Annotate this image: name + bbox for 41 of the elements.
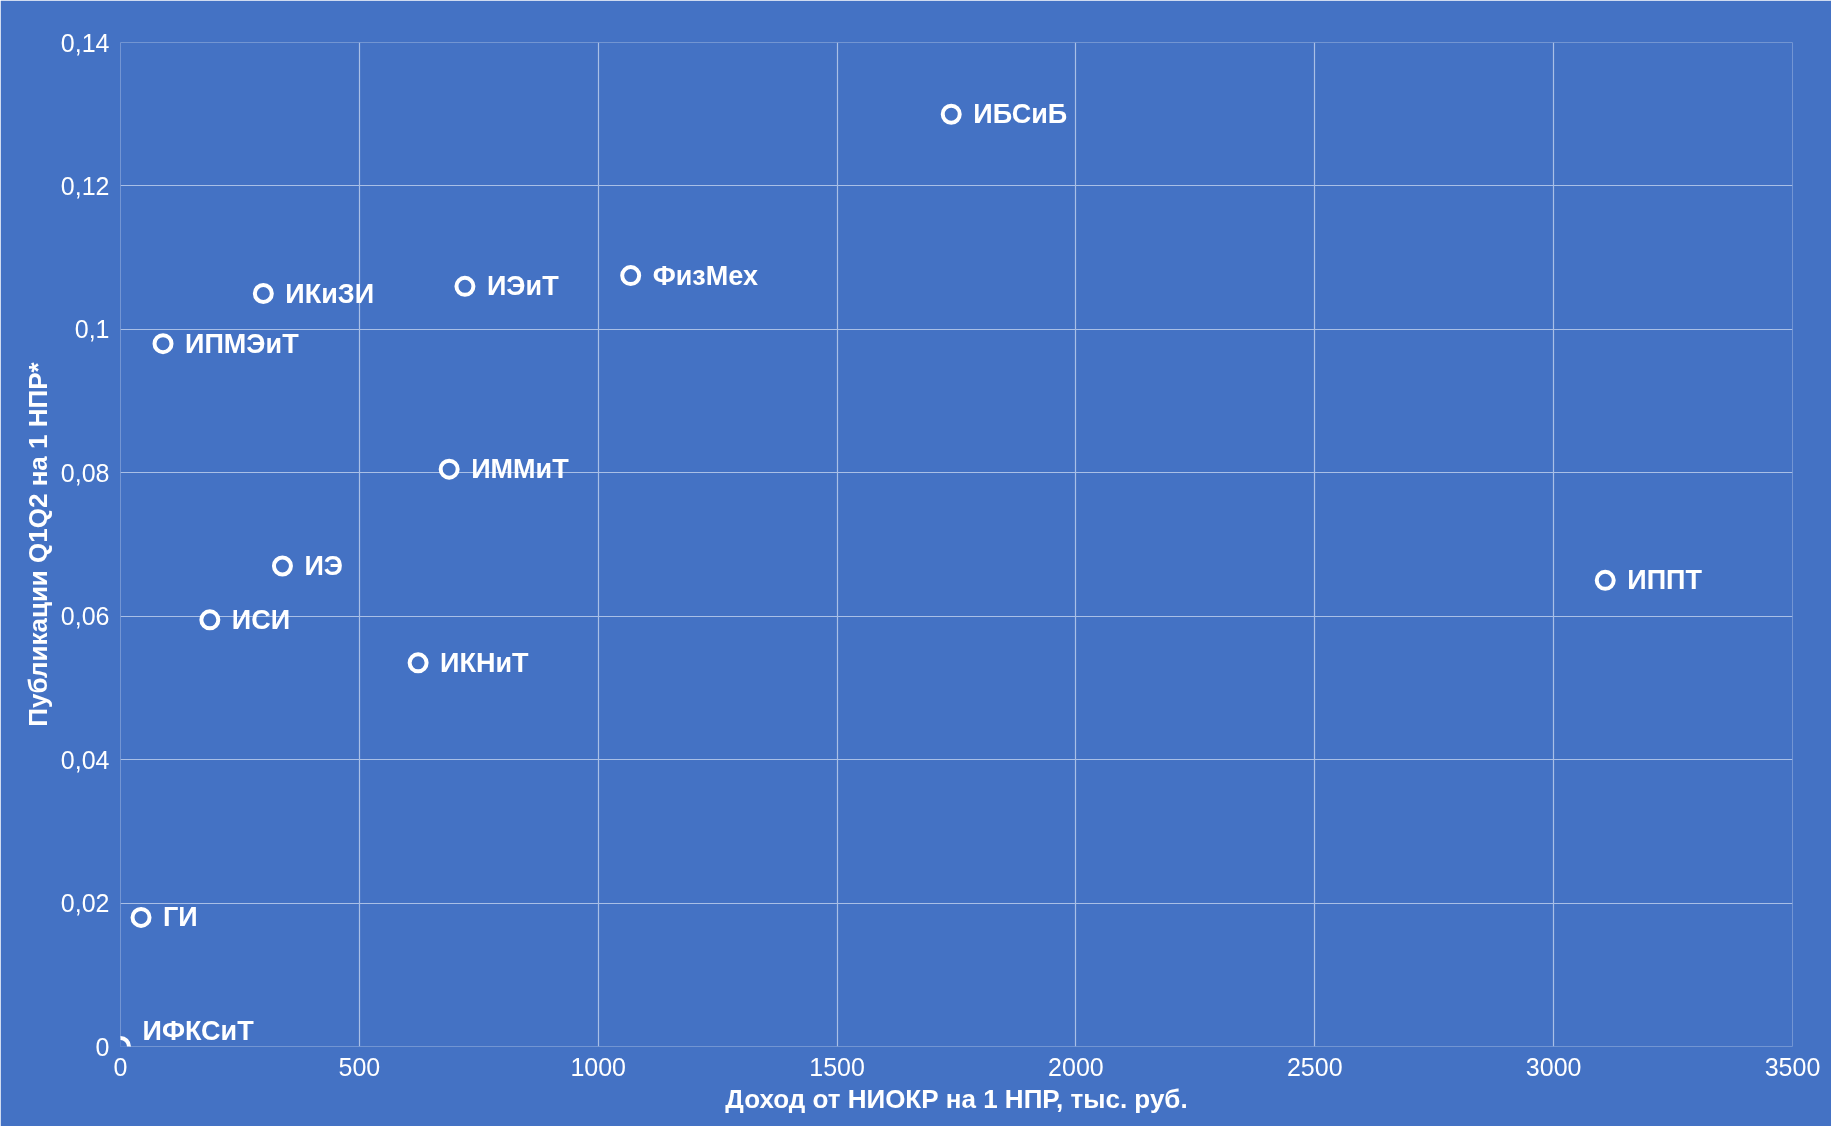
x-tick-label: 2000 (1048, 1052, 1104, 1081)
point (130, 906, 152, 928)
annotation: ИБСиБ (973, 99, 1068, 130)
x-tick-label: 2500 (1286, 1052, 1343, 1081)
point (454, 275, 476, 297)
point (199, 609, 221, 631)
point (152, 333, 174, 355)
annotation: ГИ (163, 902, 198, 933)
x-tick-label: 3000 (1525, 1052, 1582, 1081)
annotation: ИПМЭиТ (185, 328, 300, 359)
annotation: ИСИ (231, 604, 291, 635)
point (252, 283, 274, 304)
point (620, 265, 642, 287)
point (407, 652, 429, 674)
annotation: ИППТ (1627, 565, 1703, 596)
y-tick-label: 0,04 (60, 745, 110, 774)
y-tick-label: 0 (95, 1032, 110, 1061)
annotation: ИЭиТ (486, 271, 560, 302)
point (940, 103, 962, 125)
y-axis-title: Публикации Q1Q2 на 1 НПР* (22, 361, 53, 727)
x-tick-label: 1000 (570, 1052, 627, 1081)
x-tick-label: 0 (113, 1052, 128, 1081)
x-tick-label: 500 (338, 1052, 381, 1081)
annotation: ИФКСиТ (142, 1015, 255, 1046)
annotation: ИКиЗИ (285, 278, 375, 309)
annotation: ИММиТ (471, 454, 570, 485)
point (438, 458, 460, 480)
annotation: ИКНиТ (440, 647, 530, 678)
x-tick-label: 1500 (809, 1052, 865, 1081)
y-tick-label: 0,12 (60, 171, 110, 200)
annotation: ИЭ (304, 551, 344, 582)
x-axis-title: Доход от НИОКР на 1 НПР, тыс. руб. (725, 1083, 1188, 1114)
y-tick-label: 0,06 (60, 602, 110, 631)
y-tick-label: 0,08 (60, 458, 110, 487)
x-tick-label: 3500 (1764, 1052, 1821, 1081)
y-tick-label: 0,02 (60, 889, 110, 918)
y-tick-label: 0,1 (74, 315, 110, 344)
annotation: ФизМех (652, 260, 758, 291)
point (1594, 569, 1616, 591)
point (271, 555, 293, 577)
y-tick-label: 0,14 (60, 28, 110, 57)
